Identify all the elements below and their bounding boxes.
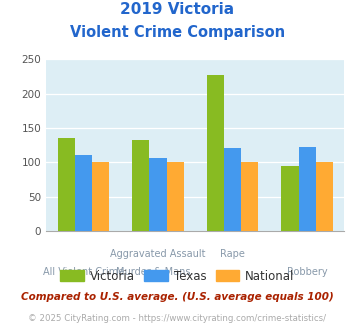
- Bar: [149, 158, 166, 231]
- Text: Murder & Mans...: Murder & Mans...: [116, 267, 200, 277]
- Bar: [58, 138, 75, 231]
- Bar: [282, 166, 299, 231]
- Bar: [224, 148, 241, 231]
- Text: Violent Crime Comparison: Violent Crime Comparison: [70, 25, 285, 40]
- Legend: Victoria, Texas, National: Victoria, Texas, National: [56, 265, 299, 287]
- Text: Robbery: Robbery: [287, 267, 327, 277]
- Bar: [92, 162, 109, 231]
- Bar: [207, 75, 224, 231]
- Text: 2019 Victoria: 2019 Victoria: [120, 2, 235, 16]
- Bar: [241, 162, 258, 231]
- Text: Rape: Rape: [220, 249, 245, 259]
- Bar: [166, 162, 184, 231]
- Text: © 2025 CityRating.com - https://www.cityrating.com/crime-statistics/: © 2025 CityRating.com - https://www.city…: [28, 314, 327, 323]
- Bar: [316, 162, 333, 231]
- Text: Aggravated Assault: Aggravated Assault: [110, 249, 206, 259]
- Bar: [75, 155, 92, 231]
- Bar: [132, 140, 149, 231]
- Text: Compared to U.S. average. (U.S. average equals 100): Compared to U.S. average. (U.S. average …: [21, 292, 334, 302]
- Bar: [299, 147, 316, 231]
- Text: All Violent Crime: All Violent Crime: [43, 267, 124, 277]
